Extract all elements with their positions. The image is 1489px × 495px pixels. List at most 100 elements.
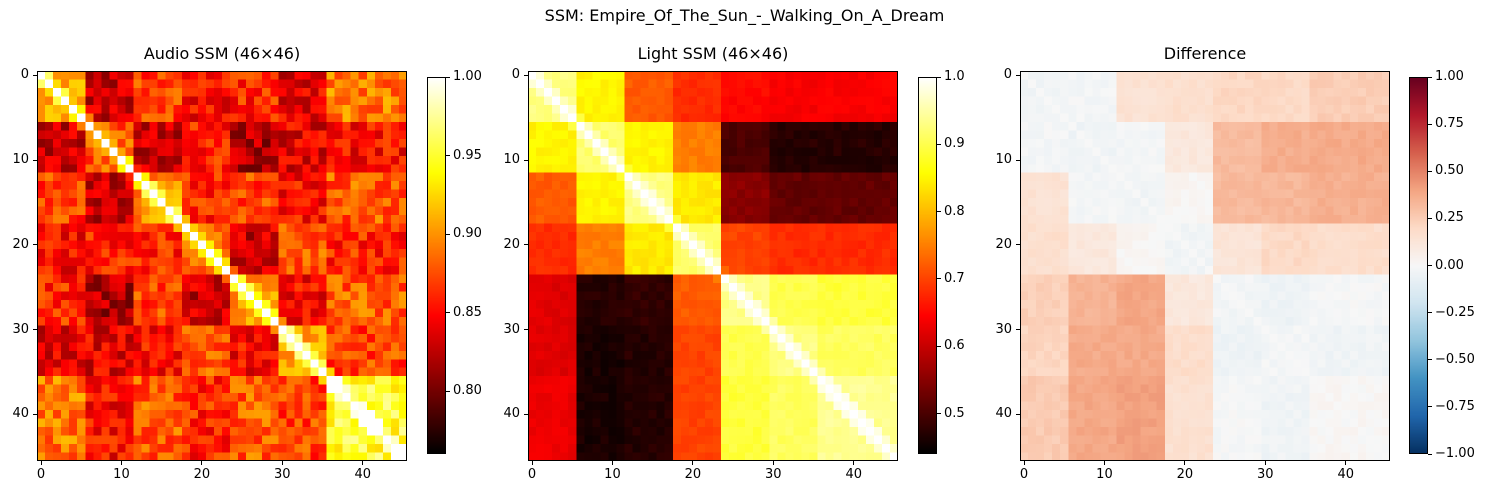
y-tick-mark	[1016, 244, 1020, 246]
y-tick-label: 20	[12, 236, 29, 252]
colorbar-tick-label: 0.9	[944, 136, 965, 152]
y-tick-mark	[524, 244, 528, 246]
y-tick-label: 10	[503, 152, 520, 168]
y-tick-mark	[524, 159, 528, 161]
x-tick-label: 30	[1257, 467, 1274, 482]
colorbar-tick-label: −0.50	[1435, 351, 1475, 367]
colorbar-tick-mark	[937, 345, 941, 347]
x-tick-mark	[611, 461, 613, 465]
figure-suptitle: SSM: Empire_Of_The_Sun_-_Walking_On_A_Dr…	[544, 6, 945, 25]
colorbar-tick-mark	[937, 413, 941, 415]
colorbar-tick-mark	[1428, 312, 1432, 314]
y-tick-label: 40	[12, 406, 29, 422]
colorbar-tick-label: 0.50	[1435, 163, 1464, 179]
x-tick-label: 20	[193, 467, 211, 482]
colorbar-tick-mark	[937, 211, 941, 213]
heatmap-0	[37, 71, 407, 461]
x-tick-mark	[853, 461, 855, 465]
colorbar-tick-label: 0.7	[944, 270, 965, 286]
colorbar-tick-label: −0.25	[1435, 304, 1475, 320]
colorbar-tick-label: 0.6	[944, 338, 965, 354]
x-tick-mark	[772, 461, 774, 465]
colorbar-tick-label: 0.00	[1435, 257, 1464, 273]
x-tick-label: 10	[1096, 467, 1113, 482]
colorbar-tick-label: 1.00	[1435, 69, 1464, 84]
y-tick-mark	[1016, 159, 1020, 161]
y-tick-label: 30	[995, 321, 1012, 337]
x-tick-label: 10	[604, 467, 621, 482]
x-tick-label: 20	[1176, 467, 1194, 482]
panel-title-0: Audio SSM (46×46)	[143, 44, 301, 63]
y-tick-label: 20	[503, 236, 520, 252]
colorbar-tick-label: 0.90	[453, 226, 482, 242]
colorbar-tick-mark	[1428, 265, 1432, 266]
y-tick-mark	[33, 329, 37, 331]
colorbar-tick-mark	[1428, 359, 1432, 361]
y-tick-label: 0	[511, 67, 520, 83]
y-tick-mark	[1016, 74, 1020, 76]
x-tick-label: 40	[845, 467, 863, 482]
x-tick-label: 0	[527, 467, 537, 482]
colorbar-tick-label: 0.75	[1435, 116, 1464, 132]
colorbar-tick-mark	[937, 278, 941, 280]
heatmap-2	[1020, 71, 1390, 461]
x-tick-label: 10	[113, 467, 130, 482]
heatmap-1	[528, 71, 898, 461]
y-tick-mark	[33, 159, 37, 161]
colorbar-0	[427, 77, 446, 454]
y-tick-mark	[524, 413, 528, 415]
colorbar-tick-label: 0.85	[453, 304, 482, 320]
y-tick-label: 0	[20, 67, 29, 83]
y-tick-mark	[1016, 329, 1020, 331]
x-tick-mark	[531, 461, 533, 465]
colorbar-tick-label: −1.00	[1435, 446, 1475, 461]
colorbar-tick-label: 1.0	[944, 69, 965, 84]
colorbar-tick-mark	[1428, 123, 1432, 125]
colorbar-tick-mark	[446, 155, 450, 157]
x-tick-label: 30	[274, 467, 291, 482]
colorbar-tick-mark	[1428, 406, 1432, 408]
y-tick-label: 20	[995, 236, 1012, 252]
x-tick-mark	[40, 461, 42, 465]
panel-title-1: Light SSM (46×46)	[637, 44, 789, 63]
x-tick-mark	[1264, 461, 1266, 465]
x-tick-label: 0	[36, 467, 46, 482]
colorbar-tick-label: −0.75	[1435, 398, 1475, 414]
colorbar-tick-mark	[446, 390, 450, 392]
y-tick-mark	[524, 329, 528, 331]
colorbar-tick-mark	[1428, 217, 1432, 219]
x-tick-label: 20	[684, 467, 702, 482]
x-tick-label: 30	[765, 467, 782, 482]
y-tick-label: 40	[503, 406, 520, 422]
y-tick-label: 40	[995, 406, 1012, 422]
colorbar-tick-label: 0.8	[944, 203, 965, 219]
x-tick-label: 40	[1337, 467, 1355, 482]
x-tick-label: 0	[1019, 467, 1029, 482]
y-tick-label: 30	[12, 321, 29, 337]
colorbar-tick-label: 0.5	[944, 405, 965, 421]
x-tick-mark	[1345, 461, 1347, 465]
y-tick-label: 10	[12, 152, 29, 168]
x-tick-mark	[362, 461, 364, 465]
x-tick-mark	[1023, 461, 1025, 465]
x-tick-label: 40	[354, 467, 372, 482]
colorbar-tick-label: 0.25	[1435, 210, 1464, 226]
y-tick-label: 10	[995, 152, 1012, 168]
x-tick-mark	[692, 461, 694, 465]
y-tick-mark	[1016, 413, 1020, 415]
colorbar-tick-mark	[1428, 76, 1432, 78]
colorbar-tick-mark	[446, 76, 450, 78]
colorbar-tick-mark	[1428, 453, 1432, 455]
x-tick-mark	[201, 461, 203, 465]
colorbar-tick-label: 0.95	[453, 147, 482, 163]
colorbar-1	[918, 77, 937, 454]
y-tick-mark	[33, 244, 37, 246]
colorbar-tick-mark	[446, 312, 450, 314]
x-tick-mark	[1184, 461, 1186, 465]
x-tick-mark	[1103, 461, 1105, 465]
x-tick-mark	[281, 461, 283, 465]
colorbar-tick-mark	[937, 143, 941, 145]
y-tick-mark	[33, 74, 37, 76]
y-tick-label: 30	[503, 321, 520, 337]
